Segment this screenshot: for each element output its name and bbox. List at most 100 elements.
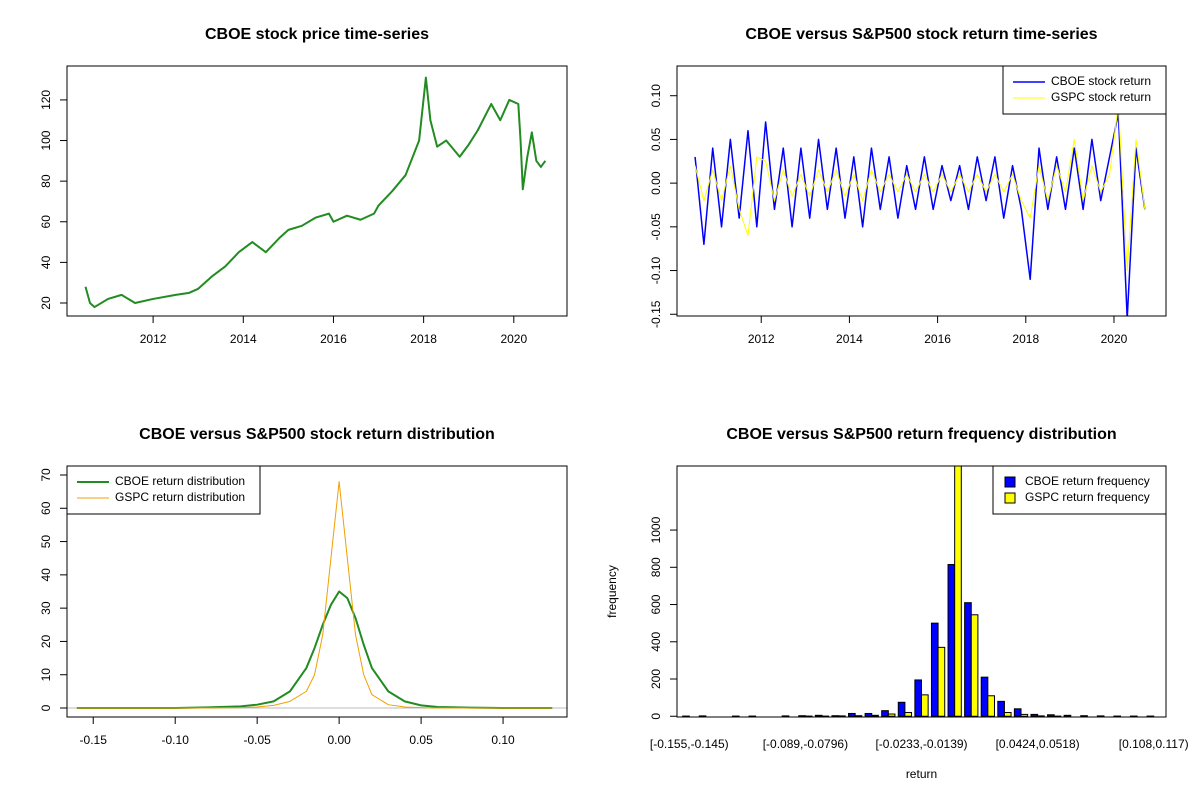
legend: CBOE return distribution GSPC return dist… — [66, 465, 261, 515]
x-tick-label: 2016 — [320, 332, 347, 346]
bar — [987, 695, 995, 717]
y-tick-label: 80 — [39, 174, 53, 188]
y-tick-label: 0.00 — [649, 171, 663, 195]
chart-title: CBOE stock price time-series — [205, 26, 429, 43]
x-tick-label: -0.05 — [243, 733, 271, 747]
y-tick-label: 40 — [39, 568, 53, 582]
x-tick-label: [0.0424,0.0518) — [996, 737, 1080, 751]
bar — [1063, 714, 1072, 717]
x-tick-label: 2020 — [500, 332, 527, 346]
bar — [997, 700, 1005, 717]
y-tick-label: 200 — [649, 669, 663, 689]
bar — [871, 714, 879, 717]
plot-area — [682, 466, 1155, 717]
bar — [1003, 712, 1012, 717]
x-tick-label: 2018 — [1012, 332, 1039, 346]
series-line — [84, 76, 547, 309]
x-tick-label: 2012 — [140, 332, 167, 346]
plot-frame — [66, 65, 568, 317]
series-line — [694, 103, 1146, 272]
x-tick-label: -0.10 — [162, 733, 190, 747]
legend-box — [66, 465, 261, 515]
series-line — [76, 481, 553, 709]
y-tick-label: 400 — [649, 631, 663, 651]
x-tick-label: 0.10 — [491, 733, 515, 747]
bar — [897, 701, 906, 717]
y-tick-label: 50 — [39, 535, 53, 549]
bar — [814, 714, 823, 717]
panel: CBOE versus S&P500 stock return time-ser… — [649, 26, 1167, 346]
x-tick-label: 0.00 — [327, 733, 351, 747]
bar — [954, 466, 962, 717]
x-tick-label: [0.108,0.117) — [1119, 737, 1189, 751]
plot-area — [76, 481, 553, 710]
y-tick-label: 70 — [39, 468, 53, 482]
y-tick-label: 10 — [39, 668, 53, 682]
x-axis-label: return — [906, 767, 937, 781]
bar — [980, 676, 989, 717]
bar — [914, 679, 923, 717]
y-tick-label: 60 — [39, 501, 53, 515]
y-tick-label: 60 — [39, 215, 53, 229]
y-tick-label: 20 — [39, 634, 53, 648]
y-tick-label: 20 — [39, 296, 53, 310]
series-line — [76, 590, 553, 710]
legend-label: CBOE return distribution — [115, 474, 245, 488]
x-tick-label: [-0.155,-0.145) — [650, 737, 729, 751]
legend-label: CBOE return frequency — [1025, 474, 1150, 488]
bar — [904, 712, 913, 717]
plot-area — [84, 76, 547, 309]
bar — [1047, 714, 1055, 717]
x-tick-label: 2020 — [1101, 332, 1128, 346]
plot-frame — [676, 465, 1167, 718]
legend-label: GSPC return frequency — [1025, 490, 1150, 504]
x-tick-label: 2018 — [410, 332, 437, 346]
legend-label: GSPC stock return — [1051, 90, 1151, 104]
chart-title: CBOE versus S&P500 return frequency dist… — [726, 426, 1116, 443]
bar — [937, 646, 946, 717]
bar — [864, 712, 873, 717]
legend-swatch — [1004, 476, 1016, 488]
y-tick-label: 120 — [39, 90, 53, 110]
plot-frame — [66, 465, 568, 718]
bar — [970, 614, 979, 717]
bar — [1030, 713, 1039, 717]
x-tick-label: [-0.0233,-0.0139) — [875, 737, 967, 751]
legend-box — [1002, 65, 1167, 115]
bar — [964, 602, 972, 717]
y-tick-label: -0.05 — [649, 213, 663, 241]
x-tick-label: 2014 — [836, 332, 863, 346]
plot-frame — [676, 65, 1167, 317]
bar — [798, 715, 806, 717]
x-tick-label: [-0.089,-0.0796) — [763, 737, 848, 751]
legend-label: GSPC return distribution — [115, 490, 245, 504]
bar — [921, 694, 929, 717]
y-tick-label: 800 — [649, 557, 663, 577]
plot-area — [694, 103, 1146, 316]
panel: CBOE versus S&P500 return frequency dist… — [605, 426, 1188, 781]
y-axis-label: frequency — [605, 565, 619, 618]
bar — [1013, 708, 1022, 717]
chart-title: CBOE versus S&P500 stock return distribu… — [139, 426, 495, 443]
y-tick-label: 30 — [39, 601, 53, 615]
legend-label: CBOE stock return — [1051, 74, 1151, 88]
y-tick-label: 100 — [39, 130, 53, 150]
x-tick-label: 0.05 — [409, 733, 433, 747]
legend-swatch — [1004, 492, 1016, 504]
panel: CBOE versus S&P500 stock return distribu… — [39, 426, 568, 747]
x-tick-label: 2012 — [748, 332, 775, 346]
chart-title: CBOE versus S&P500 stock return time-ser… — [745, 26, 1097, 43]
bar — [881, 710, 889, 717]
y-tick-label: -0.15 — [649, 300, 663, 328]
bar — [1020, 713, 1029, 717]
y-tick-label: 0 — [39, 704, 53, 711]
bar — [930, 622, 939, 717]
bar — [854, 715, 863, 717]
bar — [831, 715, 840, 717]
x-tick-label: 2014 — [230, 332, 257, 346]
y-tick-label: 0.10 — [649, 84, 663, 108]
x-tick-label: -0.15 — [80, 733, 108, 747]
panel: CBOE stock price time-series 20 40 60 80 100 1… — [39, 26, 568, 346]
legend-box — [992, 465, 1167, 515]
